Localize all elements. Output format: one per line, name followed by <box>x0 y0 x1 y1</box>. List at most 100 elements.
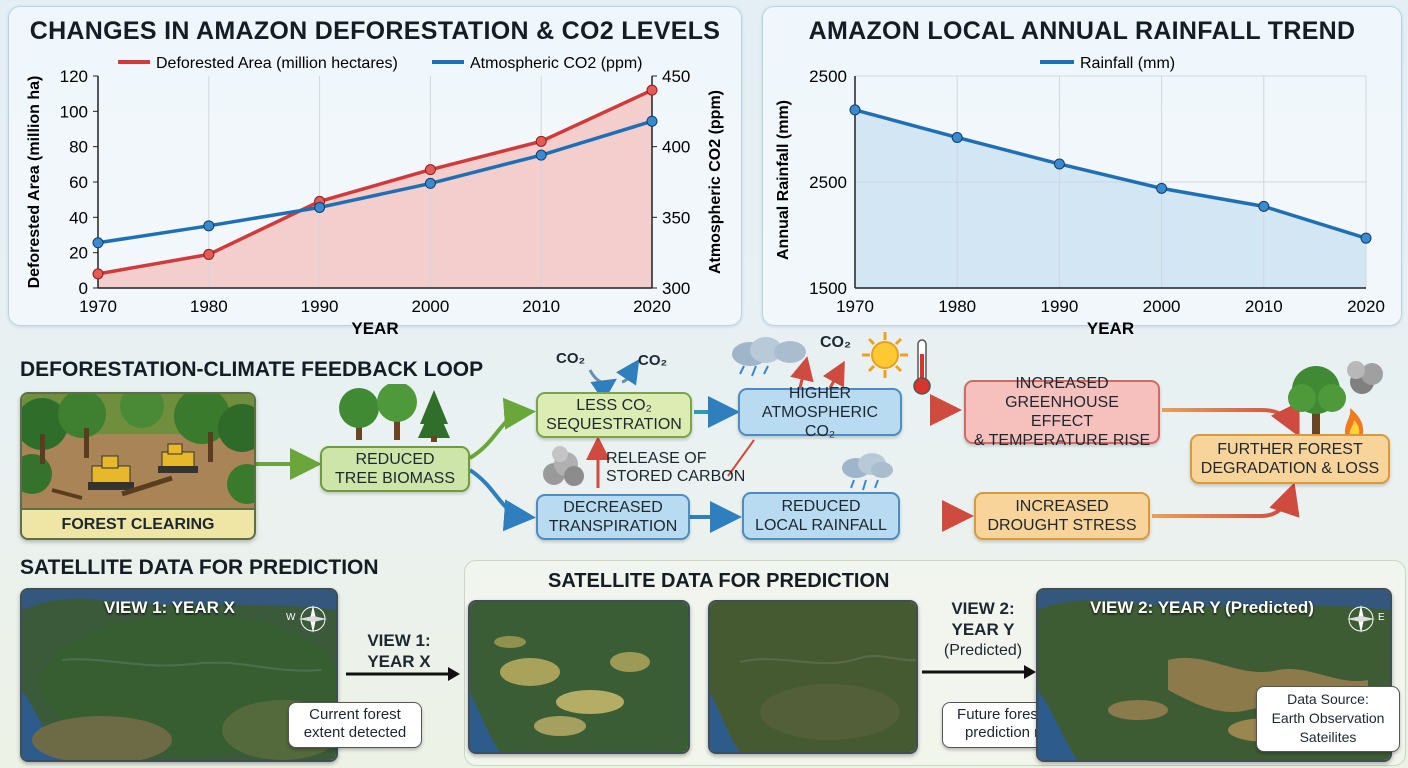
co2-point <box>314 201 326 213</box>
chart1-plot: 0 20 40 60 80 100 120 300 350 400 450 1970 1980 1990 2… <box>26 55 724 338</box>
rainfall-point <box>1156 182 1168 194</box>
satellite-map-year-x: VIEW 1: YEAR X W <box>20 588 338 762</box>
satellite-map-processed <box>468 600 690 754</box>
chart1-y-axis-title: Deforested Area (million ha) <box>26 76 43 289</box>
further-degradation-line1: FURTHER FOREST <box>1217 441 1363 458</box>
co2-point <box>424 177 436 189</box>
rainfall-area-fill <box>855 109 1366 288</box>
chart2-x-tick-label: 2000 <box>1143 297 1181 316</box>
rainfall-point <box>951 131 963 143</box>
less-sequestration-line2: SEQUESTRATION <box>546 416 682 433</box>
feedback-arrows <box>254 356 1300 533</box>
release-carbon-label: RELEASE OF STORED CARBON <box>606 450 745 486</box>
deforested-area-point <box>203 248 215 260</box>
reduced-rainfall-box: REDUCED LOCAL RAINFALL <box>742 492 900 540</box>
deforestation-co2-chart: 0 20 40 60 80 100 120 300 350 400 450 1970 1980 1990 2… <box>26 55 724 338</box>
legend-co2-label: Atmospheric CO2 (ppm) <box>470 55 643 72</box>
chart2-x-tick-label: 1990 <box>1040 297 1078 316</box>
reduced-biomass-line2: TREE BIOMASS <box>334 470 456 487</box>
co2-label-right: CO₂ <box>638 352 668 369</box>
chart1-right-tick-label: 300 <box>662 279 690 298</box>
chart1-right-tick-label: 400 <box>662 138 690 157</box>
arrow-view1 <box>346 667 460 681</box>
co2-label-left: CO₂ <box>556 350 586 367</box>
reduced-rainfall-line1: REDUCED <box>781 498 861 515</box>
rainfall-point <box>1360 232 1372 244</box>
rainfall-point <box>849 104 861 116</box>
arrow-view2-line2: YEAR Y <box>951 620 1015 639</box>
higher-co2-line1: HIGHER <box>788 384 852 402</box>
chart2-y-axis-title: Annual Rainfall (mm) <box>775 100 792 260</box>
co2-rise-arrow <box>790 356 814 389</box>
less-sequestration-box: LESS CO₂ SEQUESTRATION <box>536 392 692 438</box>
satellite-image-year-x <box>22 590 336 760</box>
arrow-view1-label: VIEW 1: YEAR X <box>354 630 444 672</box>
deforested-area-point <box>92 268 104 280</box>
rainfall-line <box>854 108 1367 240</box>
callout-source-line2: Earth Observation <box>1271 710 1385 726</box>
greenhouse-box: INCREASED GREENHOUSE EFFECT & TEMPERATUR… <box>964 375 1160 449</box>
satellite-image-model <box>710 602 916 752</box>
satellite-map-model <box>708 600 918 754</box>
reduced-biomass-line1: REDUCED <box>355 451 435 468</box>
callout-current-line2: extent detected <box>303 724 407 741</box>
heat-rise-arrow <box>822 360 845 389</box>
arrow-view2-line1: VIEW 2: <box>951 599 1015 618</box>
co2-release-arrow <box>616 359 640 386</box>
rain-cloud-small-icon <box>842 453 893 491</box>
trees-icon <box>339 384 450 442</box>
chart1-x-tick-label: 2000 <box>411 297 449 316</box>
chart1-y-right-axis-title: Atmospheric CO2 (ppm) <box>707 90 724 274</box>
co2-point <box>92 237 104 249</box>
drought-box: INCREASED DROUGHT STRESS <box>974 492 1150 540</box>
arrow-view1-line1: VIEW 1: <box>367 631 431 650</box>
less-sequestration-line1: LESS CO₂ <box>576 397 652 414</box>
callout-current-forest: Current forest extent detected <box>288 702 422 748</box>
chart1-left-tick-label: 80 <box>69 138 88 157</box>
arrow-drought-to-further <box>1152 482 1300 518</box>
chart1-x-tick-label: 1970 <box>79 297 117 316</box>
arrow-view2-label: VIEW 2: YEAR Y (Predicted) <box>928 598 1038 661</box>
deforested-area-point <box>535 135 547 147</box>
legend-deforested-label: Deforested Area (million hectares) <box>156 55 398 72</box>
chart2-plot: 1500 2500 2500 1970 1980 1990 2000 2010 2020 YEAR… <box>775 55 1385 338</box>
forest-clearing-card: FOREST CLEARING <box>20 392 256 540</box>
chart1-left-tick-label: 0 <box>79 279 88 298</box>
decreased-transpiration-line2: TRANSPIRATION <box>548 518 678 535</box>
chart2-x-tick-label: 2020 <box>1347 297 1385 316</box>
callout-source-line1: Data Source: <box>1287 691 1369 707</box>
chart1-left-tick-label: 60 <box>69 173 88 192</box>
arrow-biomass-to-sequestration <box>468 397 536 460</box>
chart1-left-tick-label: 40 <box>69 208 88 227</box>
release-carbon-line1: RELEASE OF <box>606 450 707 467</box>
callout-source-line3: Sateilites <box>1299 729 1357 745</box>
rainfall-point <box>1053 158 1065 170</box>
arrow-release-to-higher-co2 <box>727 439 755 477</box>
arrow-view2 <box>922 665 1036 679</box>
co2-absorb-arrow <box>588 369 617 402</box>
rain-cloud-icon <box>732 337 806 377</box>
thermometer-icon <box>913 339 931 395</box>
compass-icon <box>299 605 327 633</box>
greenhouse-line1: INCREASED <box>1015 375 1109 392</box>
compass-e-label: E <box>1378 612 1385 623</box>
greenhouse-line2: GREENHOUSE EFFECT <box>1005 394 1119 430</box>
chart1-x-tick-label: 2010 <box>522 297 560 316</box>
feedback-loop-title: DEFORESTATION-CLIMATE FEEDBACK LOOP <box>20 358 484 381</box>
co2-point <box>646 115 658 127</box>
higher-co2-box: HIGHER ATMOSPHERIC CO₂ <box>738 385 902 440</box>
deforested-area-point <box>646 84 658 96</box>
satellite-title-right: SATELLITE DATA FOR PREDICTION <box>548 570 890 592</box>
arrow-greenhouse-to-further <box>1162 401 1300 438</box>
chart2-x-axis-title: YEAR <box>1087 319 1134 338</box>
arrow-biomass-to-transpiration <box>468 468 536 532</box>
further-degradation-line2: DEGRADATION & LOSS <box>1200 460 1380 477</box>
compass-w-label: W <box>286 612 296 623</box>
chart2-x-tick-label: 1980 <box>938 297 976 316</box>
view2-map-label: VIEW 2: YEAR Y (Predicted) <box>1090 598 1314 617</box>
chart2-y-tick-label: 2500 <box>809 67 847 86</box>
satellite-image-processed <box>470 602 688 752</box>
deforestation-chart-title: CHANGES IN AMAZON DEFORESTATION & CO2 LE… <box>29 17 721 45</box>
further-degradation-box: FURTHER FOREST DEGRADATION & LOSS <box>1190 434 1390 484</box>
chart1-right-tick-label: 350 <box>662 208 690 227</box>
